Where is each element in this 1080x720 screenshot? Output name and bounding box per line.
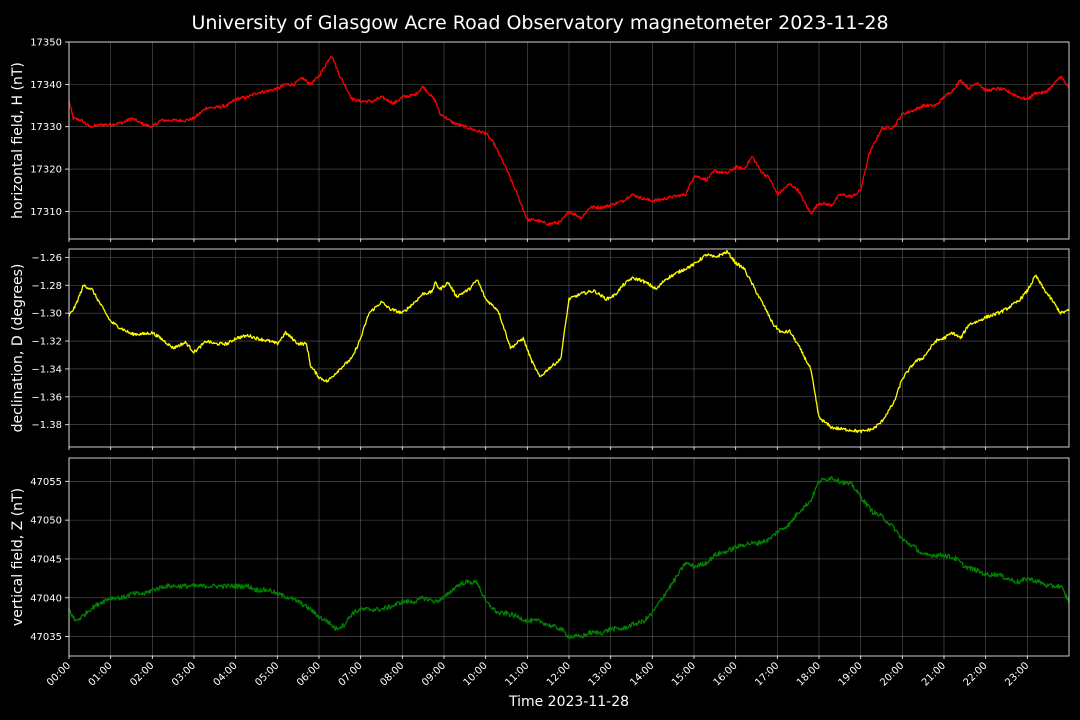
y-axis-title: declination, D (degrees) [10, 264, 26, 433]
panel-horizontal: 17310 17320 17330 17340 17350 horizontal fiel… [10, 38, 1070, 242]
y-tick-label: −1.28 [31, 281, 62, 292]
y-tick-label: 47035 [30, 632, 62, 643]
y-tick-label: 17330 [30, 122, 62, 133]
series-line-vertical [68, 475, 1070, 640]
panel-vertical: 47035 47040 47045 47050 47055 vertical field,… [10, 457, 1070, 659]
y-tick-label: 47045 [30, 554, 62, 565]
y-tick-label: −1.36 [31, 392, 62, 403]
y-tick-label: 17340 [30, 80, 62, 91]
y-tick-label: −1.26 [31, 253, 62, 264]
panel-declination: −1.38 −1.36 −1.34 −1.32 −1.30 −1.28 −1.26 decli… [10, 248, 1070, 450]
y-tick-label: 47050 [30, 516, 62, 527]
series-line-horizontal [68, 55, 1070, 226]
y-axis-title: vertical field, Z (nT) [10, 488, 26, 626]
x-axis-title: Time 2023-11-28 [508, 694, 629, 710]
figure-title: University of Glasgow Acre Road Observat… [191, 12, 888, 34]
series-line-declination [68, 249, 1070, 434]
panels: 17310 17320 17330 17340 17350 horizontal fiel… [10, 38, 1070, 659]
y-tick-label: −1.38 [31, 420, 62, 431]
y-tick-label: 47055 [30, 477, 62, 488]
y-tick-label: 17350 [30, 38, 62, 49]
y-axis-title: horizontal field, H (nT) [10, 62, 26, 219]
y-tick-label: 17310 [30, 207, 62, 218]
y-tick-label: −1.30 [31, 309, 62, 320]
y-tick-label: 47040 [30, 593, 62, 604]
y-tick-label: −1.34 [31, 364, 62, 375]
y-tick-label: 17320 [30, 165, 62, 176]
y-tick-label: −1.32 [31, 337, 62, 348]
